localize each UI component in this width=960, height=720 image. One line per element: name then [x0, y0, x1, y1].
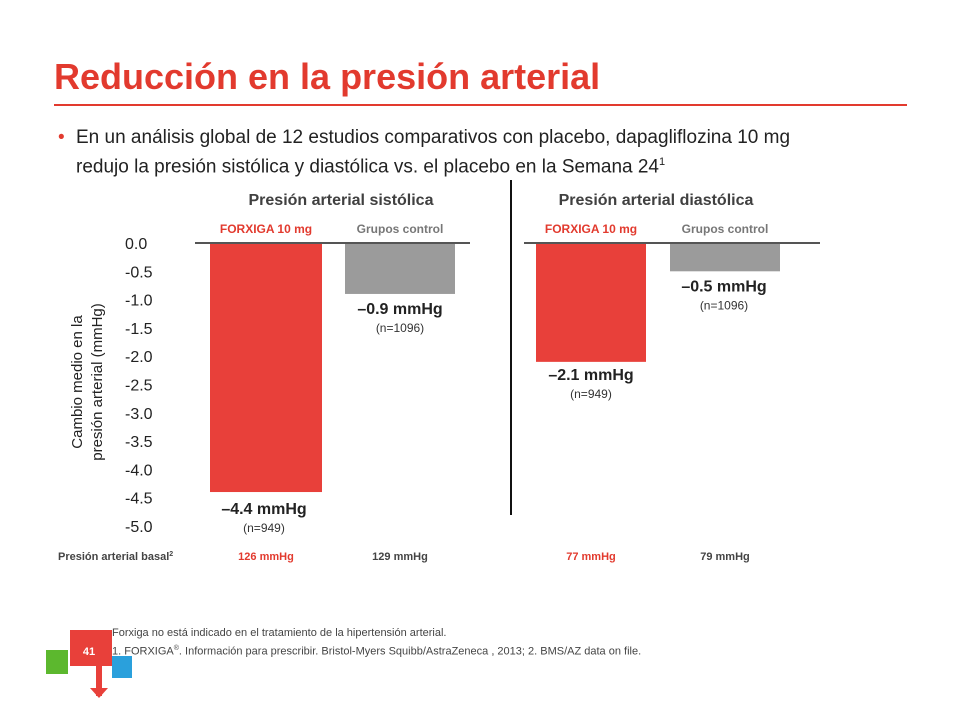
baseline-value: 129 mmHg — [372, 551, 428, 563]
baseline-label: Presión arterial basal2 — [58, 551, 173, 563]
y-tick-label: -3.5 — [125, 434, 153, 451]
footnote-line-2: 1. FORXIGA®. Información para prescribir… — [112, 641, 641, 660]
panel-title: Presión arterial diastólica — [559, 192, 754, 209]
logo-red-arrow — [90, 688, 108, 698]
bar — [210, 244, 322, 493]
bar-chart: 0.0 -0.5 -1.0 -1.5 -2.0 -2.5 -3.0 -3.5 -4.0 -4.5 -… — [58, 180, 820, 563]
bar-value-label: –0.5 mmHg — [681, 278, 766, 295]
footnote-line-1: Forxiga no está indicado en el tratamien… — [112, 627, 447, 639]
bullet-dot: • — [58, 127, 65, 148]
footnote-ref-b: . Información para prescribir. Bristol-M… — [178, 645, 642, 658]
registered-mark: ® — [173, 645, 179, 652]
logo-red-stem — [96, 666, 102, 696]
y-tick-label: -1.5 — [125, 321, 153, 338]
y-tick-label: -1.0 — [125, 293, 153, 310]
footnote-ref-a: 1. FORXIGA — [112, 645, 174, 658]
slide-title: Reducción en la presión arterial — [54, 56, 601, 97]
y-axis-title-line: presión arterial (mmHg) — [89, 303, 106, 461]
y-tick-label: -4.5 — [125, 491, 153, 508]
bullet-line-2: redujo la presión sistólica y diastólica… — [76, 156, 659, 178]
y-tick-label: -4.0 — [125, 462, 153, 479]
bullet-line-1: En un análisis global de 12 estudios com… — [76, 127, 791, 148]
bar-group-label: FORXIGA 10 mg — [220, 222, 312, 236]
title-underline — [54, 104, 907, 106]
logo-green-square — [46, 650, 68, 674]
logo-red-square — [70, 630, 112, 666]
slide-number: 41 — [83, 646, 95, 658]
y-tick-label: -2.5 — [125, 378, 153, 395]
y-tick-label: -5.0 — [125, 519, 153, 536]
bullet-text: • En un análisis global de 12 estudios c… — [58, 126, 916, 179]
y-tick-label: -0.5 — [125, 264, 153, 281]
bar-n-label: (n=949) — [570, 387, 612, 401]
bar — [345, 244, 455, 294]
baseline-value: 126 mmHg — [238, 551, 294, 563]
logo-blue-square — [112, 656, 132, 678]
bar-value-label: –2.1 mmHg — [548, 367, 633, 384]
bar — [670, 244, 780, 272]
bar-value-label: –0.9 mmHg — [357, 301, 442, 318]
panel-title: Presión arterial sistólica — [249, 192, 434, 209]
y-tick-label: -3.0 — [125, 406, 153, 423]
bar-value-label: –4.4 mmHg — [221, 501, 306, 518]
y-tick-label: -2.0 — [125, 349, 153, 366]
bar-n-label: (n=1096) — [700, 298, 748, 312]
footnote: Forxiga no está indicado en el tratamien… — [112, 626, 641, 660]
baseline-value: 79 mmHg — [700, 551, 750, 563]
y-axis-title: Cambio medio en la presión arterial (mmHg… — [69, 303, 106, 461]
y-tick-label: 0.0 — [125, 236, 147, 253]
bar-n-label: (n=949) — [243, 521, 285, 535]
bullet-superscript: 1 — [659, 156, 666, 168]
bar-n-label: (n=1096) — [376, 321, 424, 335]
baseline-value: 77 mmHg — [566, 551, 616, 563]
y-axis-title-line: Cambio medio en la — [69, 315, 86, 449]
bar-group-label: Grupos control — [357, 222, 444, 236]
bar-group-label: Grupos control — [682, 222, 769, 236]
bar — [536, 244, 646, 362]
baseline-superscript: 2 — [169, 551, 173, 558]
brand-logo-icon: 41 — [46, 630, 132, 698]
bar-group-label: FORXIGA 10 mg — [545, 222, 637, 236]
